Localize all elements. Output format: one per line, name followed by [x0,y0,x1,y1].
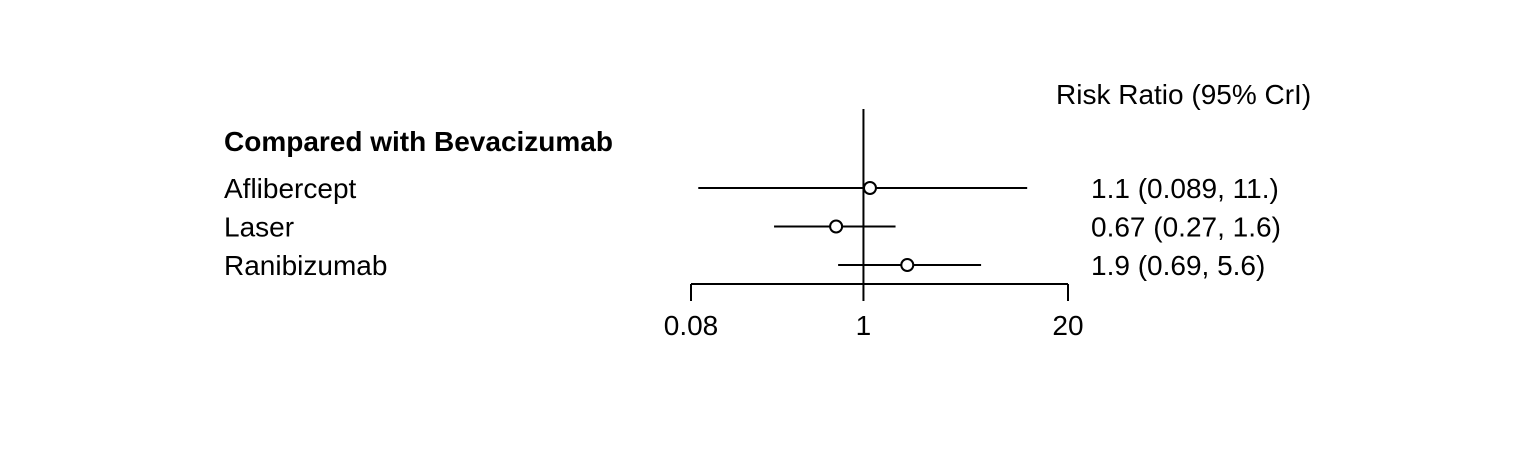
forest-row: Laser 0.67 (0.27, 1.6) [224,212,1281,243]
row-value-text: 0.67 (0.27, 1.6) [1091,212,1281,243]
column-header: Risk Ratio (95% CrI) [1056,79,1311,110]
x-tick-label: 0.08 [664,310,719,341]
forest-row: Ranibizumab 1.9 (0.69, 5.6) [224,250,1265,281]
forest-rows: Aflibercept 1.1 (0.089, 11.) Laser 0.67 (0.… [224,173,1281,281]
x-tick-label: 1 [856,310,872,341]
row-label: Ranibizumab [224,250,387,281]
point-estimate [900,258,915,272]
row-value-text: 1.9 (0.69, 5.6) [1091,250,1265,281]
point-estimate [829,219,844,234]
group-heading: Compared with Bevacizumab [224,126,613,157]
forest-row: Aflibercept 1.1 (0.089, 11.) [224,173,1279,204]
x-tick-label: 20 [1052,310,1083,341]
x-axis: 0.08 1 20 [664,283,1084,341]
point-estimate [862,181,877,195]
row-label: Aflibercept [224,173,357,204]
row-label: Laser [224,212,294,243]
row-value-text: 1.1 (0.089, 11.) [1091,173,1279,204]
